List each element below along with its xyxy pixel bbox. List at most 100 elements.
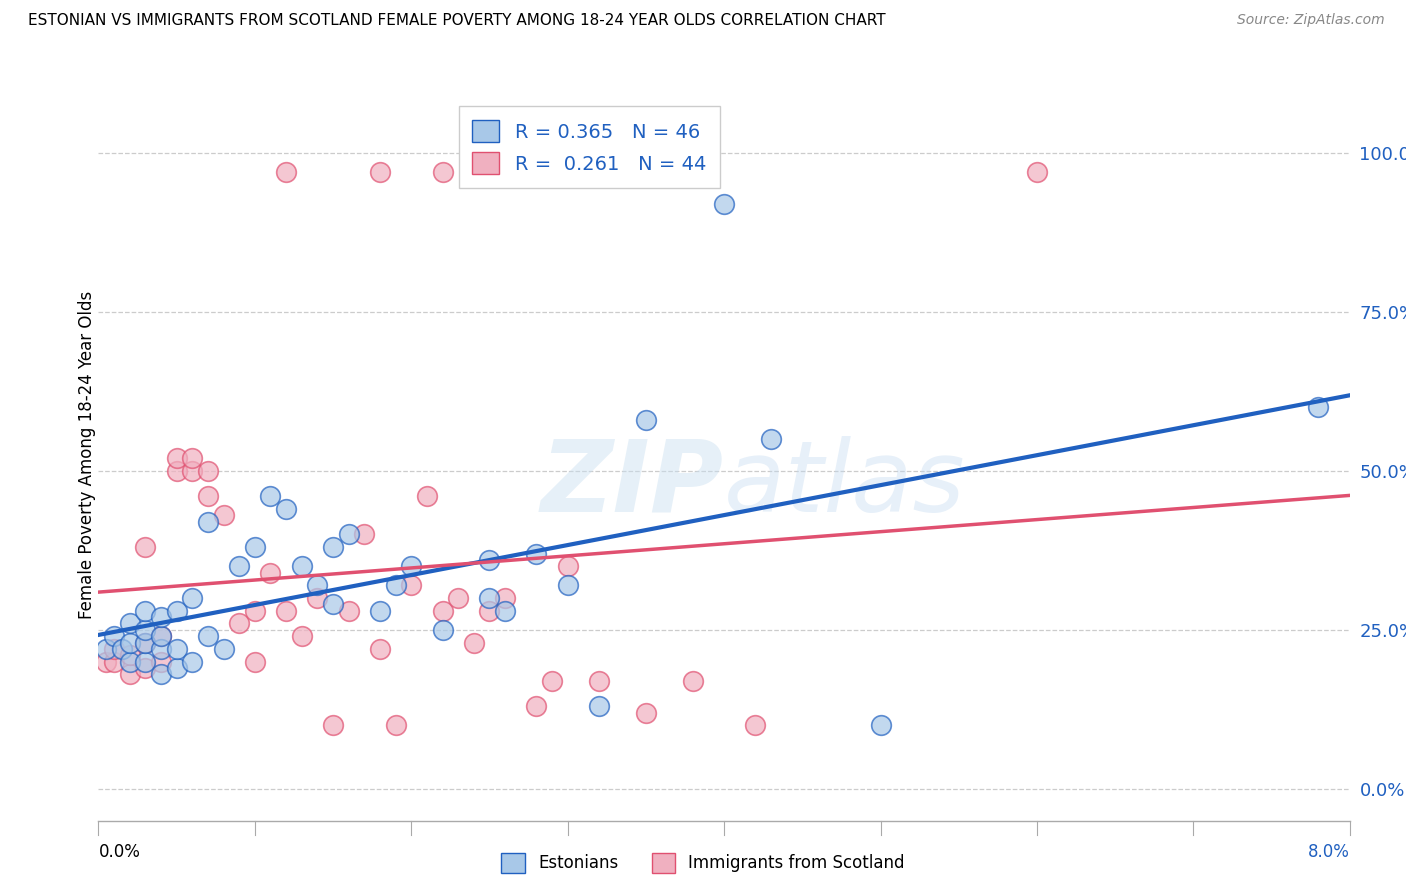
Point [134, 635, 156, 649]
Point [118, 655, 141, 669]
Point [432, 165, 454, 179]
Point [96, 641, 118, 656]
Point [150, 655, 173, 669]
Point [869, 718, 891, 732]
Point [166, 661, 188, 675]
Point [291, 629, 314, 643]
Point [243, 604, 266, 618]
Point [478, 553, 501, 567]
Point [337, 527, 360, 541]
Point [228, 559, 250, 574]
Point [166, 451, 188, 466]
Point [96, 655, 118, 669]
Point [103, 641, 125, 656]
Point [150, 667, 173, 681]
Point [197, 515, 219, 529]
Text: Source: ZipAtlas.com: Source: ZipAtlas.com [1237, 13, 1385, 28]
Point [524, 699, 547, 714]
Point [744, 718, 766, 732]
Point [150, 629, 173, 643]
Legend: R = 0.365   N = 46, R =  0.261   N = 44: R = 0.365 N = 46, R = 0.261 N = 44 [458, 106, 720, 188]
Point [1026, 165, 1049, 179]
Point [447, 591, 470, 605]
Point [557, 559, 579, 574]
Point [494, 591, 516, 605]
Point [166, 464, 188, 478]
Point [307, 591, 329, 605]
Point [150, 629, 173, 643]
Point [181, 655, 204, 669]
Point [103, 655, 125, 669]
Point [118, 648, 141, 663]
Point [478, 591, 501, 605]
Point [134, 635, 156, 649]
Point [322, 598, 344, 612]
Point [259, 566, 281, 580]
Point [1308, 401, 1330, 415]
Point [588, 699, 610, 714]
Point [682, 673, 704, 688]
Point [228, 616, 250, 631]
Point [274, 502, 298, 516]
Point [401, 559, 423, 574]
Point [494, 604, 516, 618]
Point [291, 559, 314, 574]
Point [557, 578, 579, 592]
Point [134, 661, 156, 675]
Point [111, 641, 134, 656]
Point [197, 489, 219, 503]
Point [322, 718, 344, 732]
Text: ZIP: ZIP [541, 435, 724, 533]
Point [274, 165, 298, 179]
Point [118, 616, 141, 631]
Point [212, 508, 235, 523]
Point [259, 489, 281, 503]
Point [274, 604, 298, 618]
Point [307, 578, 329, 592]
Text: atlas: atlas [724, 435, 966, 533]
Point [524, 547, 547, 561]
Legend: Estonians, Immigrants from Scotland: Estonians, Immigrants from Scotland [495, 847, 911, 880]
Point [463, 635, 485, 649]
Point [181, 464, 204, 478]
Point [103, 629, 125, 643]
Point [118, 667, 141, 681]
Point [134, 604, 156, 618]
Point [134, 655, 156, 669]
Point [478, 604, 501, 618]
Point [337, 604, 360, 618]
Point [368, 641, 391, 656]
Point [134, 623, 156, 637]
Point [181, 591, 204, 605]
Point [134, 540, 156, 554]
Point [401, 578, 423, 592]
Text: 0.0%: 0.0% [98, 843, 141, 861]
Point [384, 578, 406, 592]
Point [368, 604, 391, 618]
Point [384, 718, 406, 732]
Point [197, 464, 219, 478]
Point [118, 635, 141, 649]
Point [212, 641, 235, 656]
Text: 8.0%: 8.0% [1308, 843, 1350, 861]
Point [634, 706, 657, 720]
Point [197, 629, 219, 643]
Point [416, 489, 439, 503]
Point [322, 540, 344, 554]
Point [713, 196, 735, 211]
Point [150, 641, 173, 656]
Point [541, 673, 564, 688]
Point [634, 413, 657, 427]
Point [243, 540, 266, 554]
Point [353, 527, 375, 541]
Point [588, 673, 610, 688]
Point [759, 432, 782, 446]
Text: ESTONIAN VS IMMIGRANTS FROM SCOTLAND FEMALE POVERTY AMONG 18-24 YEAR OLDS CORREL: ESTONIAN VS IMMIGRANTS FROM SCOTLAND FEM… [28, 13, 886, 29]
Point [432, 604, 454, 618]
Point [150, 610, 173, 624]
Point [181, 451, 204, 466]
Point [243, 655, 266, 669]
Y-axis label: Female Poverty Among 18-24 Year Olds: Female Poverty Among 18-24 Year Olds [79, 291, 96, 619]
Point [166, 604, 188, 618]
Point [368, 165, 391, 179]
